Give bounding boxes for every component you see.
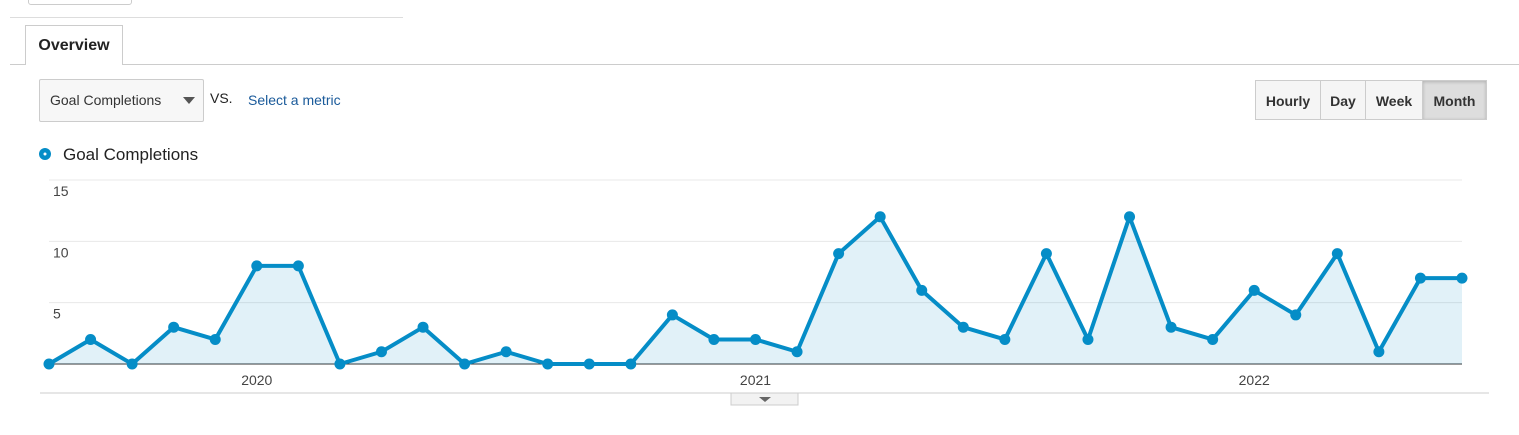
data-point [375, 346, 387, 358]
data-point [750, 333, 761, 345]
data-point [126, 358, 138, 370]
divider [10, 17, 403, 18]
granularity-button[interactable]: Day [1320, 80, 1366, 120]
legend-marker-dot [43, 152, 47, 156]
data-point [1248, 284, 1260, 296]
legend-label: Goal Completions [63, 145, 198, 164]
dropdown-label: Goal Completions [50, 92, 162, 108]
data-point [999, 333, 1011, 345]
vs-label: VS. [210, 90, 233, 106]
data-point [625, 358, 637, 370]
granularity-button[interactable]: Month [1422, 80, 1487, 120]
data-point [500, 346, 512, 358]
data-point [43, 358, 55, 370]
metric-dropdown[interactable]: Goal Completions [39, 79, 204, 122]
data-point [1414, 272, 1426, 284]
data-point [957, 321, 969, 333]
data-point [334, 358, 346, 370]
y-tick-label: 5 [53, 306, 61, 322]
data-point [1373, 346, 1385, 358]
data-point [1124, 211, 1136, 223]
data-point [833, 248, 845, 260]
data-point [583, 358, 595, 370]
data-point [1290, 309, 1302, 321]
y-tick-label: 15 [53, 183, 69, 199]
y-tick-label: 10 [53, 244, 69, 260]
select-metric-link[interactable]: Select a metric [248, 92, 341, 108]
granularity-button[interactable]: Hourly [1255, 80, 1321, 120]
data-point [708, 333, 720, 345]
x-tick-label: 2020 [241, 372, 272, 388]
dropdown-arrow [183, 97, 195, 110]
data-point [916, 284, 928, 296]
data-point [1082, 333, 1094, 345]
data-point [209, 333, 221, 345]
top-button[interactable] [28, 0, 132, 5]
data-point [417, 321, 429, 333]
overview-tab[interactable]: Overview [25, 25, 123, 65]
data-point [542, 358, 554, 370]
data-point [1165, 321, 1177, 333]
data-point [85, 333, 97, 345]
toggle-arrow [759, 397, 771, 402]
data-point [666, 309, 678, 321]
x-tick-label: 2022 [1239, 372, 1270, 388]
data-point [1207, 333, 1219, 345]
data-point [874, 211, 886, 223]
data-point [791, 346, 803, 358]
data-point [1331, 248, 1343, 260]
data-point [292, 260, 304, 272]
data-point [459, 358, 471, 370]
area [49, 216, 1462, 364]
x-tick-label: 2021 [740, 372, 771, 388]
data-point [168, 321, 180, 333]
data-point [251, 260, 263, 272]
granularity-button[interactable]: Week [1365, 80, 1423, 120]
tab-bar-line [10, 64, 1519, 65]
data-point [1040, 248, 1052, 260]
data-point [1456, 272, 1468, 284]
